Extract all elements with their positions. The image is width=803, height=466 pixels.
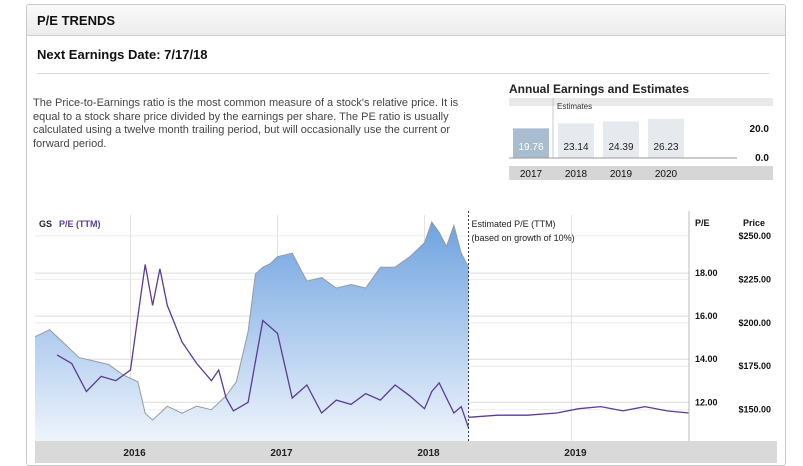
panel-header	[27, 5, 785, 36]
annual-tick-0: 0.0	[755, 153, 769, 164]
annual-bar-2020	[648, 118, 684, 158]
annual-earnings-svg: Estimates 19.76 23.14 24.39 26.23 20.0 0.0 …	[509, 98, 773, 180]
estimate-note-growth: (based on growth of 10%)	[472, 233, 575, 243]
pe-chart-svg: GS P/E (TTM) Estimated P/E (TTM) (based …	[34, 211, 777, 463]
divider	[37, 73, 769, 74]
annual-value-2017: 19.76	[518, 142, 543, 153]
estimated-pe-line	[468, 405, 690, 418]
estimates-label: Estimates	[557, 102, 592, 111]
annual-value-2018: 23.14	[563, 142, 588, 153]
pe-chart: GS P/E (TTM) Estimated P/E (TTM) (based …	[34, 211, 777, 463]
annual-year-band	[509, 166, 773, 180]
annual-year-2018: 2018	[565, 169, 588, 180]
pe-tick-label: 18.00	[695, 268, 718, 278]
x-axis-band	[35, 441, 777, 463]
pe-trends-panel: P/E TRENDS Next Earnings Date: 7/17/18 T…	[26, 4, 786, 466]
annual-bar-2019	[603, 121, 639, 158]
annual-value-2020: 26.23	[653, 142, 678, 153]
series-label: P/E (TTM)	[59, 219, 101, 229]
axis-panel	[689, 211, 777, 441]
pe-description: The Price-to-Earnings ratio is the most …	[33, 97, 459, 150]
price-axis-header: Price	[743, 218, 765, 228]
ticker-label: GS	[39, 219, 52, 229]
price-area	[35, 222, 469, 441]
pe-tick-label: 12.00	[695, 397, 718, 407]
price-tick-label: $250.00	[738, 231, 771, 241]
pe-tick-label: 14.00	[695, 354, 718, 364]
annual-top-band	[509, 98, 773, 106]
estimate-note: Estimated P/E (TTM)	[472, 219, 556, 229]
price-tick-label: $150.00	[738, 405, 771, 415]
pe-axis-header: P/E	[695, 218, 710, 228]
annual-value-2019: 24.39	[608, 142, 633, 153]
annual-year-2019: 2019	[610, 169, 633, 180]
annual-year-2017: 2017	[520, 169, 543, 180]
annual-bar-2018	[558, 123, 594, 158]
annual-earnings-chart: Estimates 19.76 23.14 24.39 26.23 20.0 0.0 …	[509, 98, 773, 180]
annual-tick-20: 20.0	[750, 124, 770, 135]
annual-year-2020: 2020	[655, 169, 678, 180]
annual-earnings-title: Annual Earnings and Estimates	[509, 82, 690, 96]
x-tick-label: 2016	[123, 448, 146, 459]
annual-bar-2017	[513, 128, 549, 158]
price-tick-label: $225.00	[738, 274, 771, 284]
next-earnings-date: Next Earnings Date: 7/17/18	[37, 47, 208, 62]
pe-tick-label: 16.00	[695, 311, 718, 321]
x-tick-label: 2018	[417, 448, 440, 459]
pe-line	[56, 264, 470, 429]
price-tick-label: $200.00	[738, 318, 771, 328]
panel-title: P/E TRENDS	[37, 13, 116, 28]
price-tick-label: $175.00	[738, 361, 771, 371]
x-tick-label: 2019	[564, 448, 587, 459]
x-tick-label: 2017	[270, 448, 293, 459]
